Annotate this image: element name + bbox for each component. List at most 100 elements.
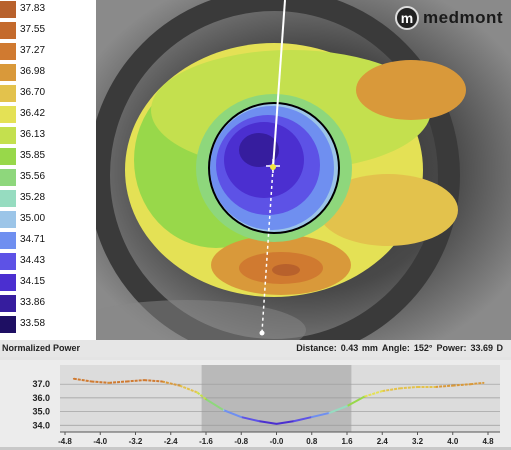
legend-value: 36.70 [20, 87, 46, 98]
profile-segment [470, 381, 484, 386]
legend-item: 36.98 [0, 63, 96, 81]
legend-swatch [0, 253, 16, 270]
legend-item: 35.00 [0, 210, 96, 228]
y-tick-label: 37.0 [32, 379, 50, 389]
legend-swatch [0, 64, 16, 81]
legend-swatch [0, 148, 16, 165]
profile-point [275, 422, 278, 425]
profile-segment [382, 387, 401, 393]
legend-item: 36.70 [0, 84, 96, 102]
profile-segment [276, 420, 295, 425]
profile-segment [293, 416, 312, 423]
contour-treatment-center [239, 133, 279, 167]
profile-segment [91, 380, 110, 384]
power-label: Power: [436, 343, 467, 353]
legend-swatch [0, 169, 16, 186]
legend-swatch [0, 190, 16, 207]
legend-value: 34.71 [20, 234, 46, 245]
legend-value: 33.58 [20, 318, 46, 329]
legend-item: 36.42 [0, 105, 96, 123]
x-tick-label: -2.4 [164, 437, 178, 446]
legend-swatch [0, 127, 16, 144]
bottom-divider [0, 447, 511, 450]
legend-swatch [0, 295, 16, 312]
x-tick-label: -4.0 [93, 437, 107, 446]
legend-item: 34.15 [0, 273, 96, 291]
profile-point [240, 416, 243, 418]
profile-segment [108, 380, 127, 384]
profile-point [398, 387, 401, 390]
profile-segment [73, 377, 92, 383]
profile-segment [346, 395, 366, 407]
medmont-logo-icon: m [395, 6, 419, 30]
distance-value: 0.43 mm [340, 343, 378, 353]
x-tick-label: 4.8 [482, 437, 494, 446]
legend-item: 37.27 [0, 42, 96, 60]
legend-value: 36.13 [20, 129, 46, 140]
power-legend: 37.83 37.55 37.27 36.98 36.70 36.42 36.13 35.85… [0, 0, 97, 340]
legend-item: 34.71 [0, 231, 96, 249]
profile-point [205, 398, 207, 401]
contour-orange-upper-right [356, 60, 466, 120]
profile-segment [364, 390, 383, 398]
profile-point [451, 384, 454, 387]
profile-point [482, 381, 485, 384]
x-tick-label: 3.2 [412, 437, 424, 446]
map-title: Normalized Power [2, 343, 81, 353]
profile-segment [258, 420, 277, 425]
y-tick-label: 36.0 [32, 393, 50, 403]
y-tick-label: 35.0 [32, 407, 50, 417]
profile-point [310, 416, 313, 418]
cursor-marker [266, 159, 280, 173]
profile-point [72, 377, 75, 380]
angle-label: Angle: [381, 343, 410, 353]
legend-value: 37.83 [20, 3, 46, 14]
status-bar: Normalized Power Distance: 0.43 mm Angle: 1… [0, 340, 511, 357]
legend-swatch [0, 274, 16, 291]
legend-value: 36.98 [20, 66, 46, 77]
legend-value: 35.00 [20, 213, 46, 224]
legend-value: 37.55 [20, 24, 46, 35]
profile-point [381, 390, 384, 392]
legend-item: 35.56 [0, 168, 96, 186]
profile-point [222, 409, 225, 412]
profile-segment [205, 398, 225, 412]
contour-lower-right [318, 174, 458, 246]
profile-point [293, 420, 296, 423]
profile-point [125, 380, 128, 383]
profile-plot[interactable]: 37.0 36.0 35.0 34.0 -4.8 -4.0 -3.2 -2.4 -1.6 -0.8… [0, 360, 511, 450]
profile-point [416, 386, 419, 388]
lower-lid-shadow [96, 300, 306, 340]
profile-point [469, 383, 472, 386]
y-tick-label: 34.0 [32, 420, 50, 430]
legend-item: 33.86 [0, 294, 96, 312]
legend-item: 37.83 [0, 0, 96, 18]
x-tick-label: 4.0 [447, 437, 459, 446]
legend-swatch [0, 316, 16, 333]
profile-segment [161, 380, 180, 387]
power-value: 33.69 D [470, 343, 503, 353]
legend-swatch [0, 43, 16, 60]
legend-swatch [0, 211, 16, 228]
x-tick-label: -4.8 [58, 437, 72, 446]
legend-value: 35.85 [20, 150, 46, 161]
x-tick-label: 0.8 [306, 437, 318, 446]
legend-item: 36.13 [0, 126, 96, 144]
power-profile-chart[interactable]: 37.0 36.0 35.0 34.0 -4.8 -4.0 -3.2 -2.4 -1.6 -0.8… [0, 360, 511, 450]
profile-line-upper [272, 0, 286, 169]
legend-value: 34.15 [20, 276, 46, 287]
profile-point [108, 381, 110, 384]
legend-swatch [0, 106, 16, 123]
profile-point [328, 412, 331, 414]
legend-item: 33.58 [0, 315, 96, 333]
x-tick-label: -3.2 [129, 437, 143, 446]
corneal-power-map[interactable] [96, 0, 511, 340]
legend-swatch [0, 85, 16, 102]
profile-segment [435, 384, 453, 388]
legend-swatch [0, 22, 16, 39]
medmont-logo-text: medmont [423, 8, 503, 27]
distance-label: Distance: [296, 343, 337, 353]
topography-map[interactable]: m medmont [96, 0, 511, 340]
cursor-readout: Distance: 0.43 mm Angle: 152° Power: 33.69 D [292, 343, 503, 353]
x-tick-label: -1.6 [199, 437, 213, 446]
